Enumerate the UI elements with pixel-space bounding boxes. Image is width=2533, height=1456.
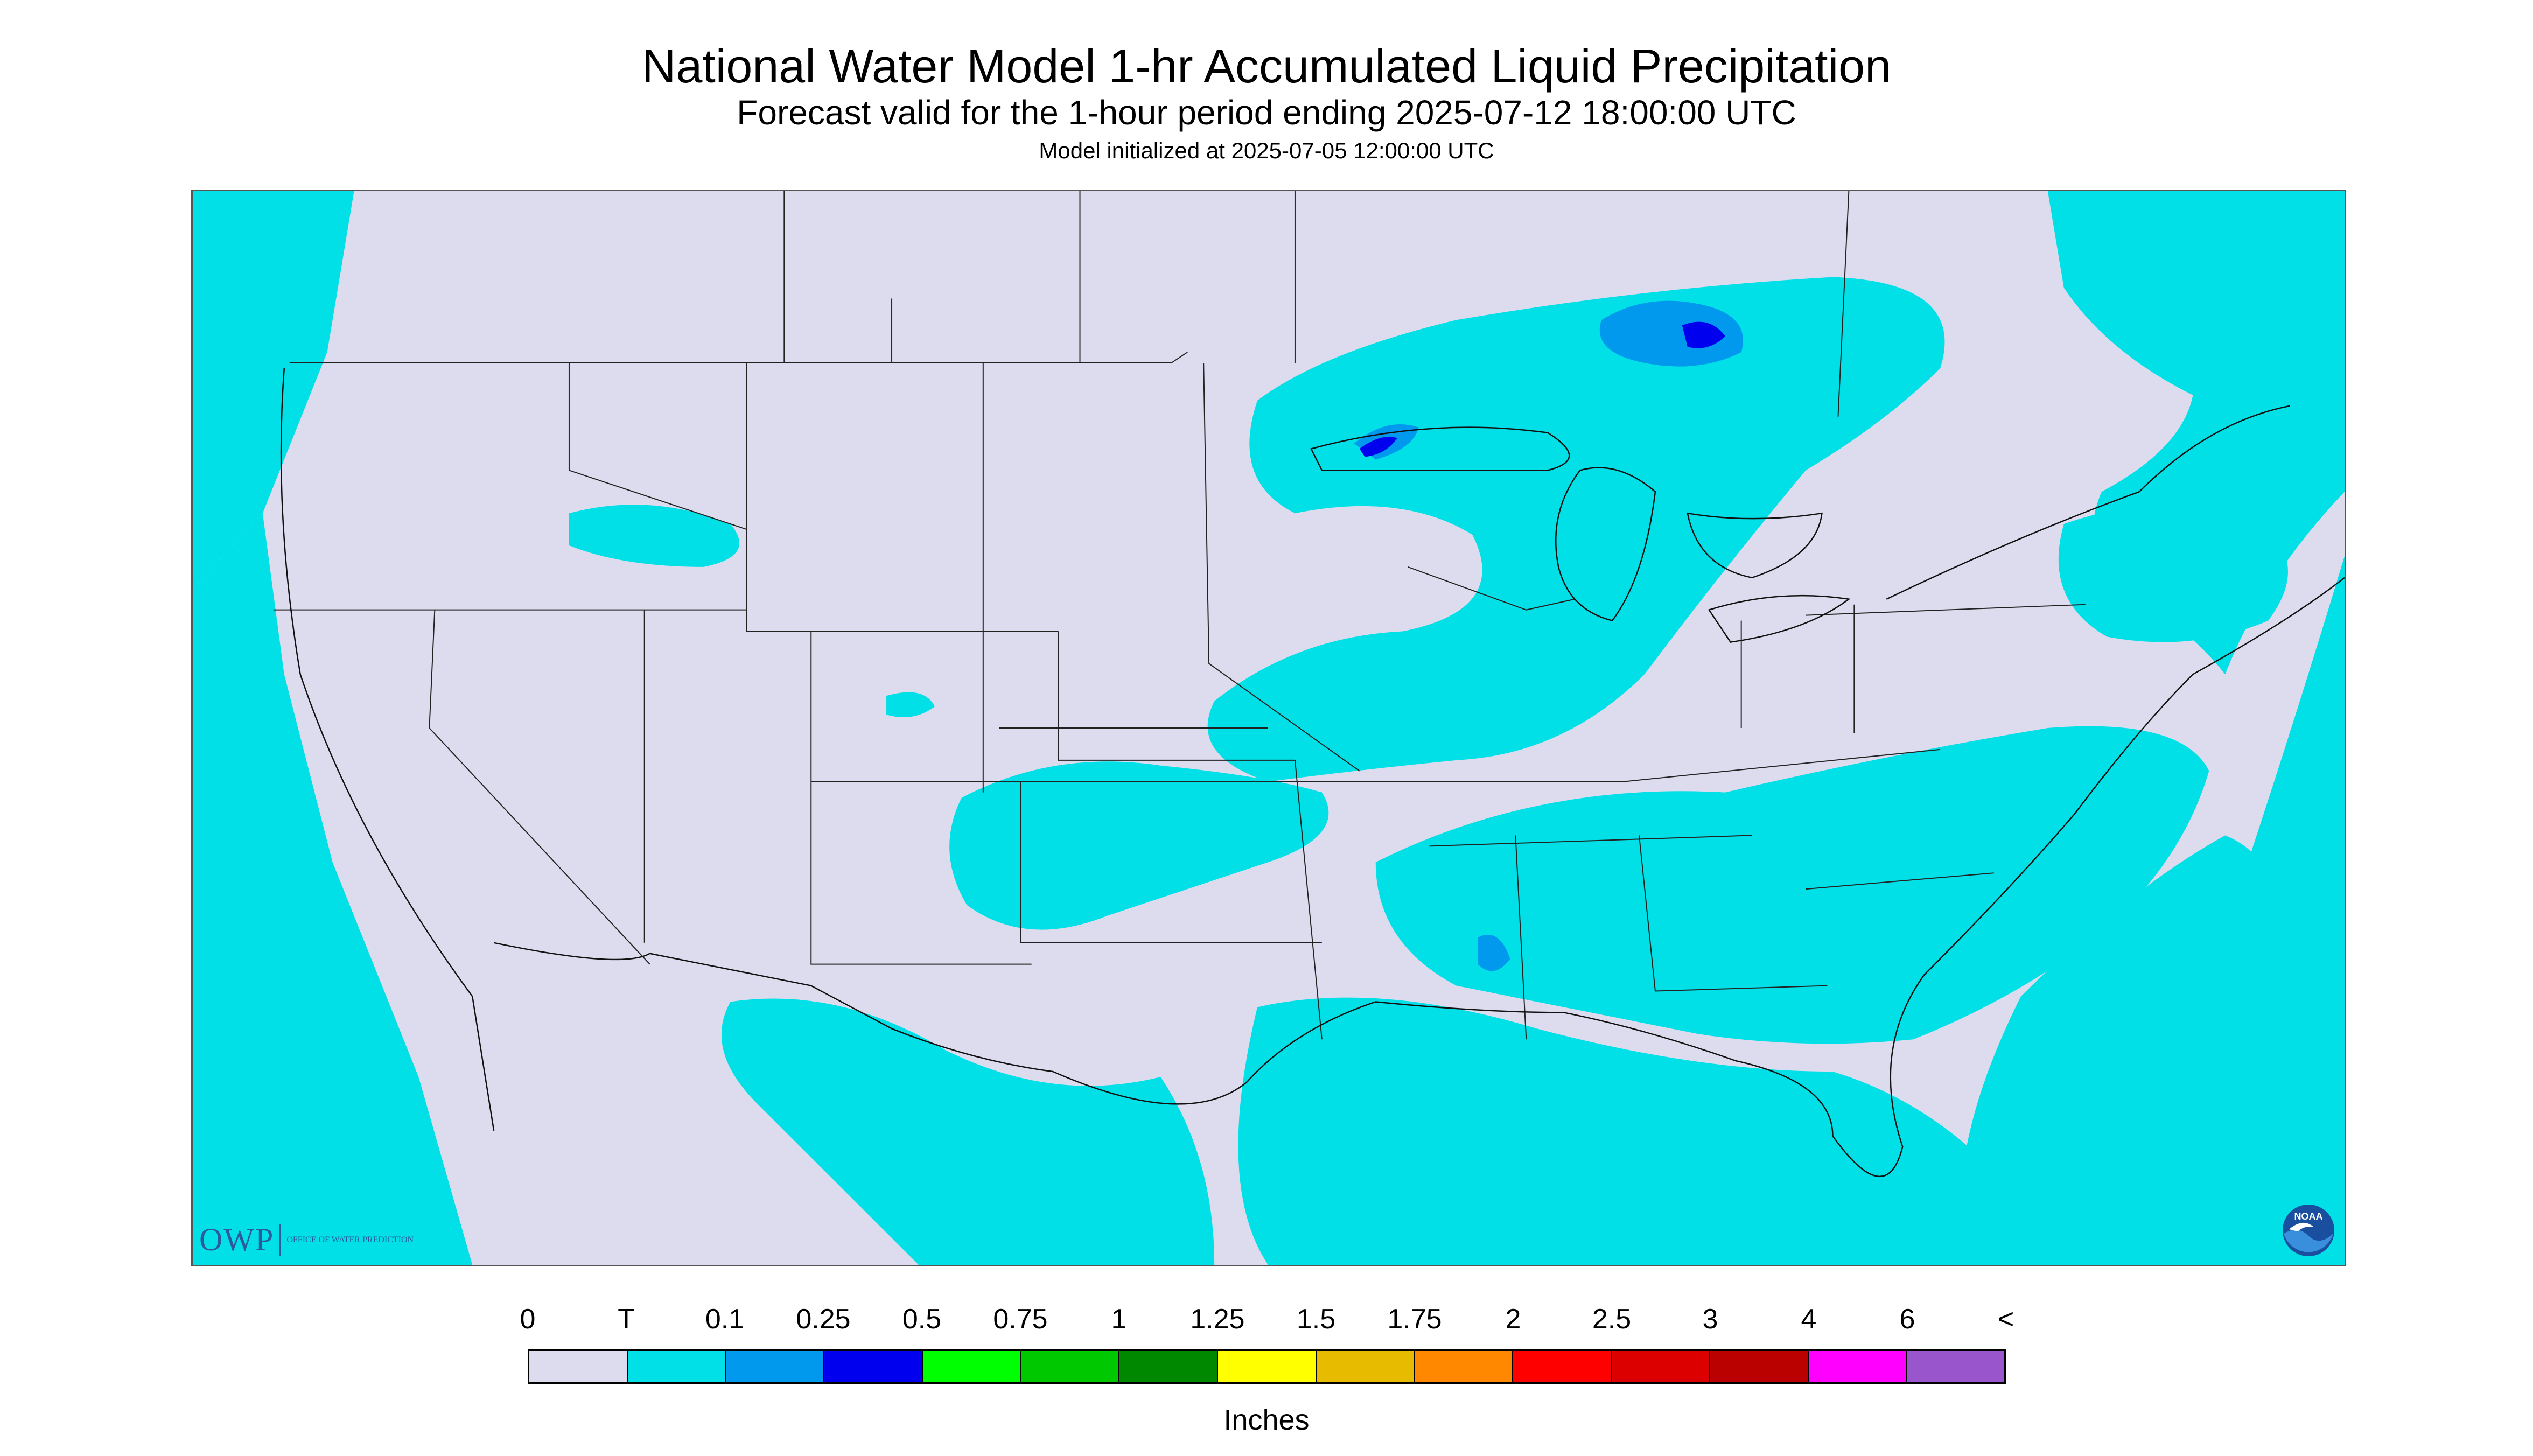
svg-text:NOAA: NOAA	[2294, 1211, 2323, 1222]
legend-swatch	[1710, 1351, 1809, 1382]
model-init-line: Model initialized at 2025-07-05 12:00:00…	[1039, 138, 1494, 163]
legend-label: 2.5	[1592, 1304, 1632, 1335]
noaa-logo: NOAA	[2283, 1205, 2334, 1256]
legend-label: 0.75	[993, 1304, 1048, 1335]
legend-swatch	[1218, 1351, 1317, 1382]
atlantic-rain	[1960, 835, 2271, 1265]
legend-label: 3	[1702, 1304, 1718, 1335]
legend-swatch	[1316, 1351, 1415, 1382]
west-domain-edge-lower	[193, 588, 473, 1265]
idaho-rain-band	[569, 505, 740, 567]
colorado-cells	[886, 692, 935, 718]
lake-superior-moderate-core	[1359, 437, 1397, 457]
owp-abbreviation: OWP	[199, 1222, 275, 1257]
mississippi-light-core	[1478, 934, 1510, 971]
legend-swatch	[922, 1351, 1021, 1382]
owp-divider	[279, 1223, 282, 1256]
legend-tick-labels: 0 T 0.1 0.25 0.5 0.75 1 1.25 1.5 1.75 2 2.5 3 4 6 <	[517, 1303, 2035, 1341]
legend-swatch	[1513, 1351, 1612, 1382]
legend-label: 0.1	[705, 1304, 745, 1335]
legend-swatch	[1021, 1351, 1120, 1382]
legend-label: 1	[1111, 1304, 1127, 1335]
state-borders	[273, 191, 2086, 1040]
legend-units: Inches	[1223, 1404, 1310, 1436]
gulf-rain	[1238, 997, 2028, 1265]
precipitation-map	[191, 190, 2346, 1266]
ontario-light-core	[1599, 300, 1744, 367]
legend-label: 1.75	[1387, 1304, 1442, 1335]
legend-label: 2	[1505, 1304, 1521, 1335]
legend-color-bar	[528, 1349, 2006, 1384]
great-lakes-rain	[1207, 277, 1945, 782]
west-coast-rain	[193, 513, 473, 1265]
legend-swatch	[726, 1351, 825, 1382]
legend-swatch	[1612, 1351, 1710, 1382]
legend-label: 1.25	[1190, 1304, 1245, 1335]
legend-label: T	[618, 1304, 635, 1335]
owp-full-name: OFFICE OF WATER PREDICTION	[286, 1235, 414, 1244]
legend-label: 4	[1801, 1304, 1817, 1335]
map-subtitle: Forecast valid for the 1-hour period end…	[737, 93, 1796, 132]
southeast-rain	[1375, 726, 2209, 1044]
new-england-rain	[2058, 505, 2288, 642]
legend-swatch	[627, 1351, 726, 1382]
owp-logo: OWP OFFICE OF WATER PREDICTION	[199, 1220, 414, 1260]
legend-label: 0.5	[902, 1304, 942, 1335]
legend-swatch	[1415, 1351, 1514, 1382]
legend-swatch	[824, 1351, 923, 1382]
map-canvas	[193, 191, 2345, 1265]
coastline	[280, 368, 2345, 1177]
legend-label: 0.25	[796, 1304, 851, 1335]
legend-label: 6	[1899, 1304, 1915, 1335]
legend-label: 0	[520, 1304, 536, 1335]
legend-swatch	[529, 1351, 628, 1382]
map-title: National Water Model 1-hr Accumulated Li…	[641, 39, 1892, 93]
legend-swatch	[1119, 1351, 1219, 1382]
southern-plains-rain	[949, 761, 1329, 930]
east-domain-edge	[2107, 556, 2345, 1265]
legend-swatch	[1907, 1351, 2005, 1382]
legend-label: <	[1997, 1304, 2014, 1335]
legend-label: 1.5	[1296, 1304, 1336, 1335]
west-domain-edge	[193, 191, 354, 589]
mexico-rain	[721, 998, 1215, 1265]
ontario-moderate-core	[1682, 321, 1725, 348]
legend-swatch	[1808, 1351, 1907, 1382]
